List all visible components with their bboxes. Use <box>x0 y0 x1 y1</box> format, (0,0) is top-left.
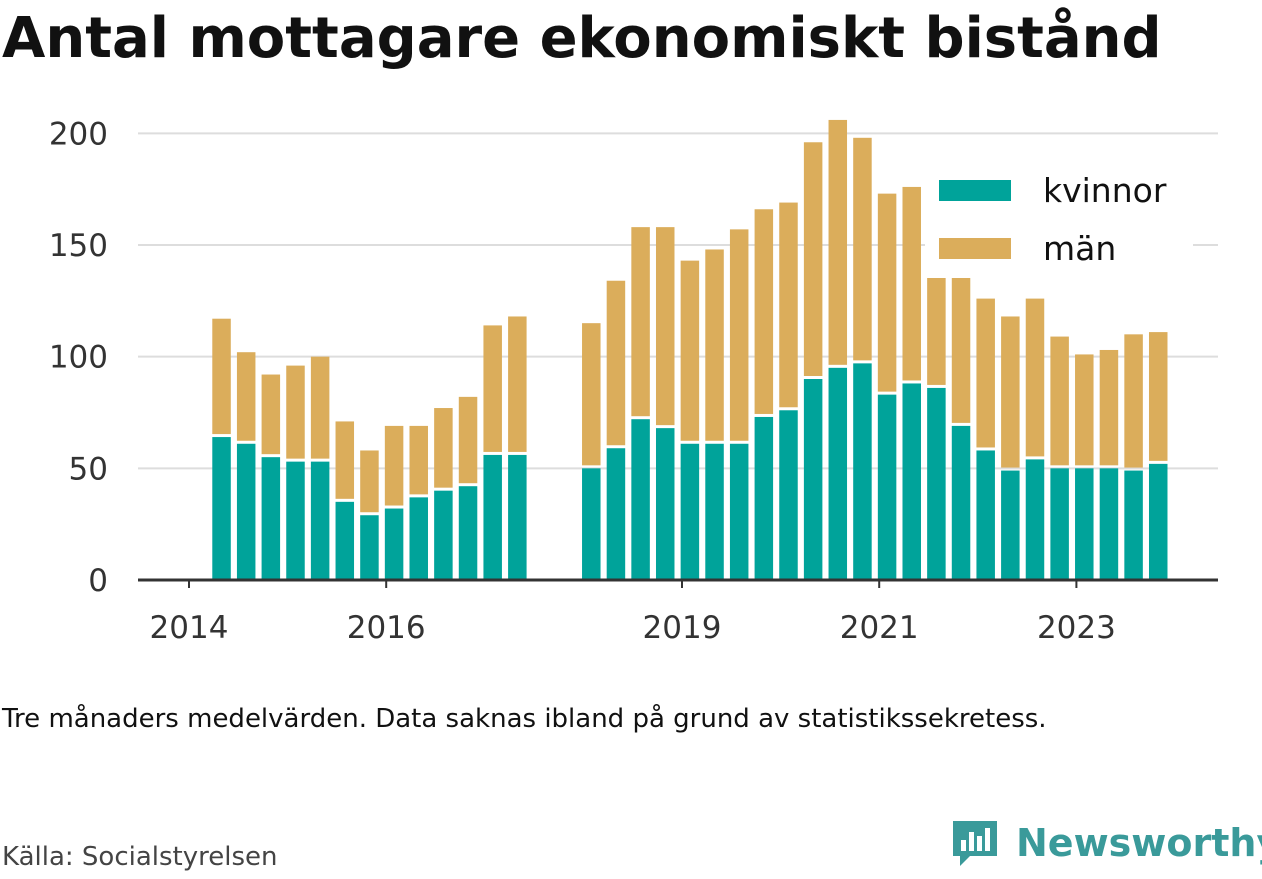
bar-kvinnor <box>409 497 428 580</box>
bar-kvinnor <box>335 501 355 580</box>
bar-kvinnor <box>384 508 404 580</box>
bar-kvinnor <box>779 410 798 580</box>
x-tick-label: 2023 <box>1037 610 1116 646</box>
bar-kvinnor <box>976 450 995 580</box>
bar-kvinnor <box>1148 463 1168 580</box>
x-tick-label: 2019 <box>643 610 722 646</box>
bar-man <box>828 119 848 365</box>
y-tick-label: 50 <box>69 451 108 487</box>
bar-kvinnor <box>853 363 872 580</box>
bar-man <box>1075 354 1094 466</box>
bar-kvinnor <box>582 468 601 580</box>
y-tick-label: 100 <box>49 340 108 376</box>
bar-kvinnor <box>1075 468 1094 580</box>
bar-kvinnor <box>286 461 305 580</box>
bar-man <box>582 323 601 466</box>
y-tick-label: 0 <box>88 563 108 599</box>
bar-man <box>458 396 478 484</box>
bar-kvinnor <box>927 387 946 580</box>
chart-note: Tre månaders medelvärden. Data saknas ib… <box>2 704 1047 734</box>
bar-kvinnor <box>508 454 527 580</box>
bar-kvinnor <box>483 454 502 580</box>
bar-man <box>434 408 453 488</box>
bar-man <box>286 365 305 459</box>
bar-man <box>261 374 281 455</box>
bar-man <box>508 316 527 452</box>
bar-man <box>853 137 872 361</box>
bar-man <box>1001 316 1020 468</box>
bar-man <box>705 249 724 441</box>
bar-man <box>310 356 330 459</box>
bar-kvinnor <box>705 443 724 580</box>
bar-kvinnor <box>212 437 231 580</box>
chart-title: Antal mottagare ekonomiskt bistånd <box>2 6 1162 71</box>
bar-man <box>779 202 798 408</box>
bar-man <box>729 229 749 441</box>
bar-man <box>384 425 404 506</box>
bar-kvinnor <box>828 367 848 580</box>
bar-man <box>680 260 700 441</box>
x-tick-label: 2021 <box>840 610 919 646</box>
chart-area: 0 50 100 150 200 2014 2016 2019 2021 2023 kvinno… <box>49 116 1218 646</box>
bar-kvinnor <box>655 428 675 580</box>
bar-kvinnor <box>1025 459 1045 580</box>
bar-man <box>360 450 379 513</box>
bar-man <box>212 318 231 435</box>
logo-text: Newsworthy <box>1016 821 1262 865</box>
bar-kvinnor <box>261 457 281 580</box>
bar-man <box>335 421 355 499</box>
y-tick-label: 150 <box>49 228 108 264</box>
bar-kvinnor <box>1099 468 1119 580</box>
bar-kvinnor <box>951 425 971 580</box>
bar-kvinnor <box>729 443 749 580</box>
bar-man <box>606 280 626 446</box>
bar-man <box>803 142 823 376</box>
bar-man <box>631 227 650 417</box>
bar-man <box>951 256 971 423</box>
bar-man <box>1099 349 1119 466</box>
bar-man <box>976 298 995 448</box>
bar-man <box>754 209 774 414</box>
bar-man <box>1050 336 1069 466</box>
bar-man <box>409 425 428 495</box>
bar-kvinnor <box>360 515 379 580</box>
bar-man <box>902 186 921 381</box>
legend-label-kvinnor: kvinnor <box>1043 171 1167 210</box>
bar-man <box>1124 334 1143 468</box>
bar-kvinnor <box>434 490 453 580</box>
bar-kvinnor <box>680 443 700 580</box>
bar-man <box>1148 332 1168 461</box>
bar-kvinnor <box>754 416 774 580</box>
bar-kvinnor <box>803 379 823 580</box>
bars <box>212 119 1168 580</box>
bar-kvinnor <box>606 448 626 580</box>
chart-bubble-icon <box>953 821 997 866</box>
y-axis-ticks: 0 50 100 150 200 <box>49 116 108 599</box>
x-tick-label: 2014 <box>150 610 229 646</box>
y-tick-label: 200 <box>49 116 108 152</box>
source-text: Källa: Socialstyrelsen <box>2 842 278 872</box>
bar-kvinnor <box>1050 468 1069 580</box>
x-axis-ticks: 2014 2016 2019 2021 2023 <box>150 580 1116 646</box>
x-tick-label: 2016 <box>347 610 426 646</box>
bar-kvinnor <box>236 443 256 580</box>
bar-kvinnor <box>1124 470 1143 580</box>
bar-kvinnor <box>902 383 921 580</box>
legend-label-man: män <box>1043 229 1116 268</box>
bar-man <box>877 193 897 392</box>
bar-kvinnor <box>631 419 650 580</box>
bar-kvinnor <box>877 394 897 580</box>
legend-swatch-kvinnor <box>939 180 1011 201</box>
bar-kvinnor <box>310 461 330 580</box>
bar-man <box>655 227 675 426</box>
bar-man <box>1025 298 1045 457</box>
bar-man <box>236 352 256 441</box>
bar-kvinnor <box>1001 470 1020 580</box>
bar-man <box>483 325 502 452</box>
legend: kvinnor män <box>925 168 1193 278</box>
newsworthy-logo: Newsworthy <box>950 818 1262 868</box>
bar-kvinnor <box>458 486 478 580</box>
legend-swatch-man <box>939 238 1011 259</box>
